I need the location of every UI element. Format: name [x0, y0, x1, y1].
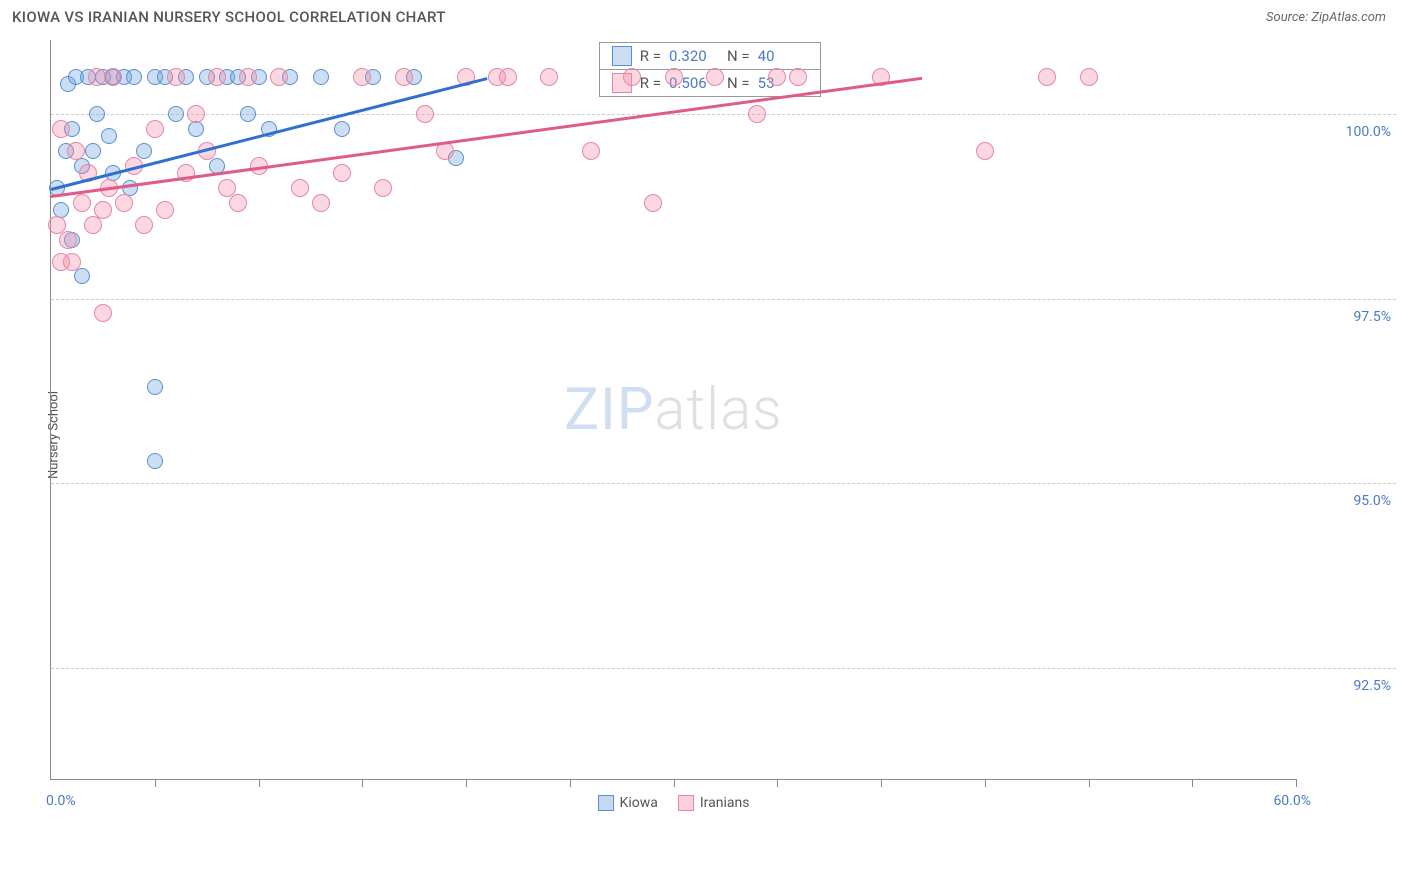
scatter-point: [313, 69, 329, 85]
scatter-point: [187, 105, 205, 123]
legend-r-label: R =: [640, 47, 661, 65]
scatter-point: [623, 68, 641, 86]
y-tick-label: 100.0%: [1301, 124, 1391, 140]
scatter-point: [167, 68, 185, 86]
scatter-point: [582, 142, 600, 160]
legend-item: Kiowa: [598, 795, 658, 811]
scatter-point: [353, 68, 371, 86]
legend-swatch: [612, 46, 632, 66]
scatter-point: [147, 379, 163, 395]
plot-area: ZIPatlas R =0.320N =40R =0.506N =53 Kiow…: [50, 40, 1296, 780]
x-tick: [1296, 779, 1297, 787]
legend-n-value: 40: [758, 47, 808, 65]
scatter-point: [976, 142, 994, 160]
scatter-point: [94, 304, 112, 322]
legend-n-label: N =: [727, 47, 750, 65]
scatter-point: [85, 143, 101, 159]
scatter-point: [374, 179, 392, 197]
scatter-point: [94, 201, 112, 219]
scatter-point: [240, 106, 256, 122]
x-tick: [777, 779, 778, 787]
chart-container: Nursery School ZIPatlas R =0.320N =40R =…: [40, 30, 1396, 840]
scatter-point: [395, 68, 413, 86]
scatter-point: [74, 268, 90, 284]
scatter-point: [115, 194, 133, 212]
scatter-point: [126, 69, 142, 85]
gridline-horizontal: [51, 668, 1396, 669]
scatter-point: [188, 121, 204, 137]
scatter-point: [147, 453, 163, 469]
scatter-point: [67, 142, 85, 160]
scatter-point: [59, 231, 77, 249]
y-tick-label: 97.5%: [1301, 309, 1391, 325]
x-tick: [155, 779, 156, 787]
series-legend: Kiowa Iranians: [598, 795, 750, 811]
chart-source: Source: ZipAtlas.com: [1266, 10, 1386, 25]
x-tick: [881, 779, 882, 787]
watermark: ZIPatlas: [564, 376, 782, 444]
scatter-point: [101, 128, 117, 144]
scatter-point: [416, 105, 434, 123]
scatter-point: [89, 106, 105, 122]
scatter-point: [135, 216, 153, 234]
legend-label: Iranians: [700, 795, 750, 811]
scatter-point: [52, 253, 70, 271]
x-tick: [674, 779, 675, 787]
gridline-horizontal: [51, 299, 1396, 300]
legend-label: Kiowa: [620, 795, 658, 811]
legend-row: R = 0.320 N = 40: [600, 43, 820, 70]
scatter-point: [540, 68, 558, 86]
scatter-point: [706, 68, 724, 86]
scatter-point: [789, 68, 807, 86]
scatter-point: [136, 143, 152, 159]
scatter-point: [73, 194, 91, 212]
legend-r-value: 0.320: [669, 47, 719, 65]
y-tick-label: 92.5%: [1301, 678, 1391, 694]
scatter-point: [239, 68, 257, 86]
x-tick: [466, 779, 467, 787]
scatter-point: [88, 68, 106, 86]
x-tick: [362, 779, 363, 787]
legend-n-label: N =: [727, 74, 750, 92]
scatter-point: [208, 68, 226, 86]
x-tick: [259, 779, 260, 787]
x-axis-start-label: 0.0%: [46, 793, 76, 809]
legend-item: Iranians: [678, 795, 750, 811]
watermark-zip: ZIP: [564, 376, 654, 444]
scatter-point: [146, 120, 164, 138]
scatter-point: [665, 68, 683, 86]
y-tick-label: 95.0%: [1301, 493, 1391, 509]
gridline-horizontal: [51, 483, 1396, 484]
chart-title: KIOWA VS IRANIAN NURSERY SCHOOL CORRELAT…: [12, 8, 446, 26]
scatter-point: [748, 105, 766, 123]
x-tick: [985, 779, 986, 787]
scatter-point: [229, 194, 247, 212]
scatter-point: [156, 201, 174, 219]
x-tick: [1089, 779, 1090, 787]
scatter-point: [52, 120, 70, 138]
scatter-point: [291, 179, 309, 197]
trendline: [51, 77, 923, 198]
scatter-point: [312, 194, 330, 212]
legend-swatch: [598, 795, 614, 811]
x-tick: [570, 779, 571, 787]
scatter-point: [768, 68, 786, 86]
scatter-point: [644, 194, 662, 212]
legend-r-label: R =: [640, 74, 661, 92]
scatter-point: [104, 68, 122, 86]
x-tick: [1192, 779, 1193, 787]
scatter-point: [1080, 68, 1098, 86]
scatter-point: [168, 106, 184, 122]
x-axis-end-label: 60.0%: [1273, 793, 1311, 809]
scatter-point: [1038, 68, 1056, 86]
watermark-atlas: atlas: [654, 376, 782, 444]
scatter-point: [334, 121, 350, 137]
scatter-point: [333, 164, 351, 182]
scatter-point: [270, 68, 288, 86]
legend-swatch: [678, 795, 694, 811]
scatter-point: [499, 68, 517, 86]
scatter-point: [84, 216, 102, 234]
